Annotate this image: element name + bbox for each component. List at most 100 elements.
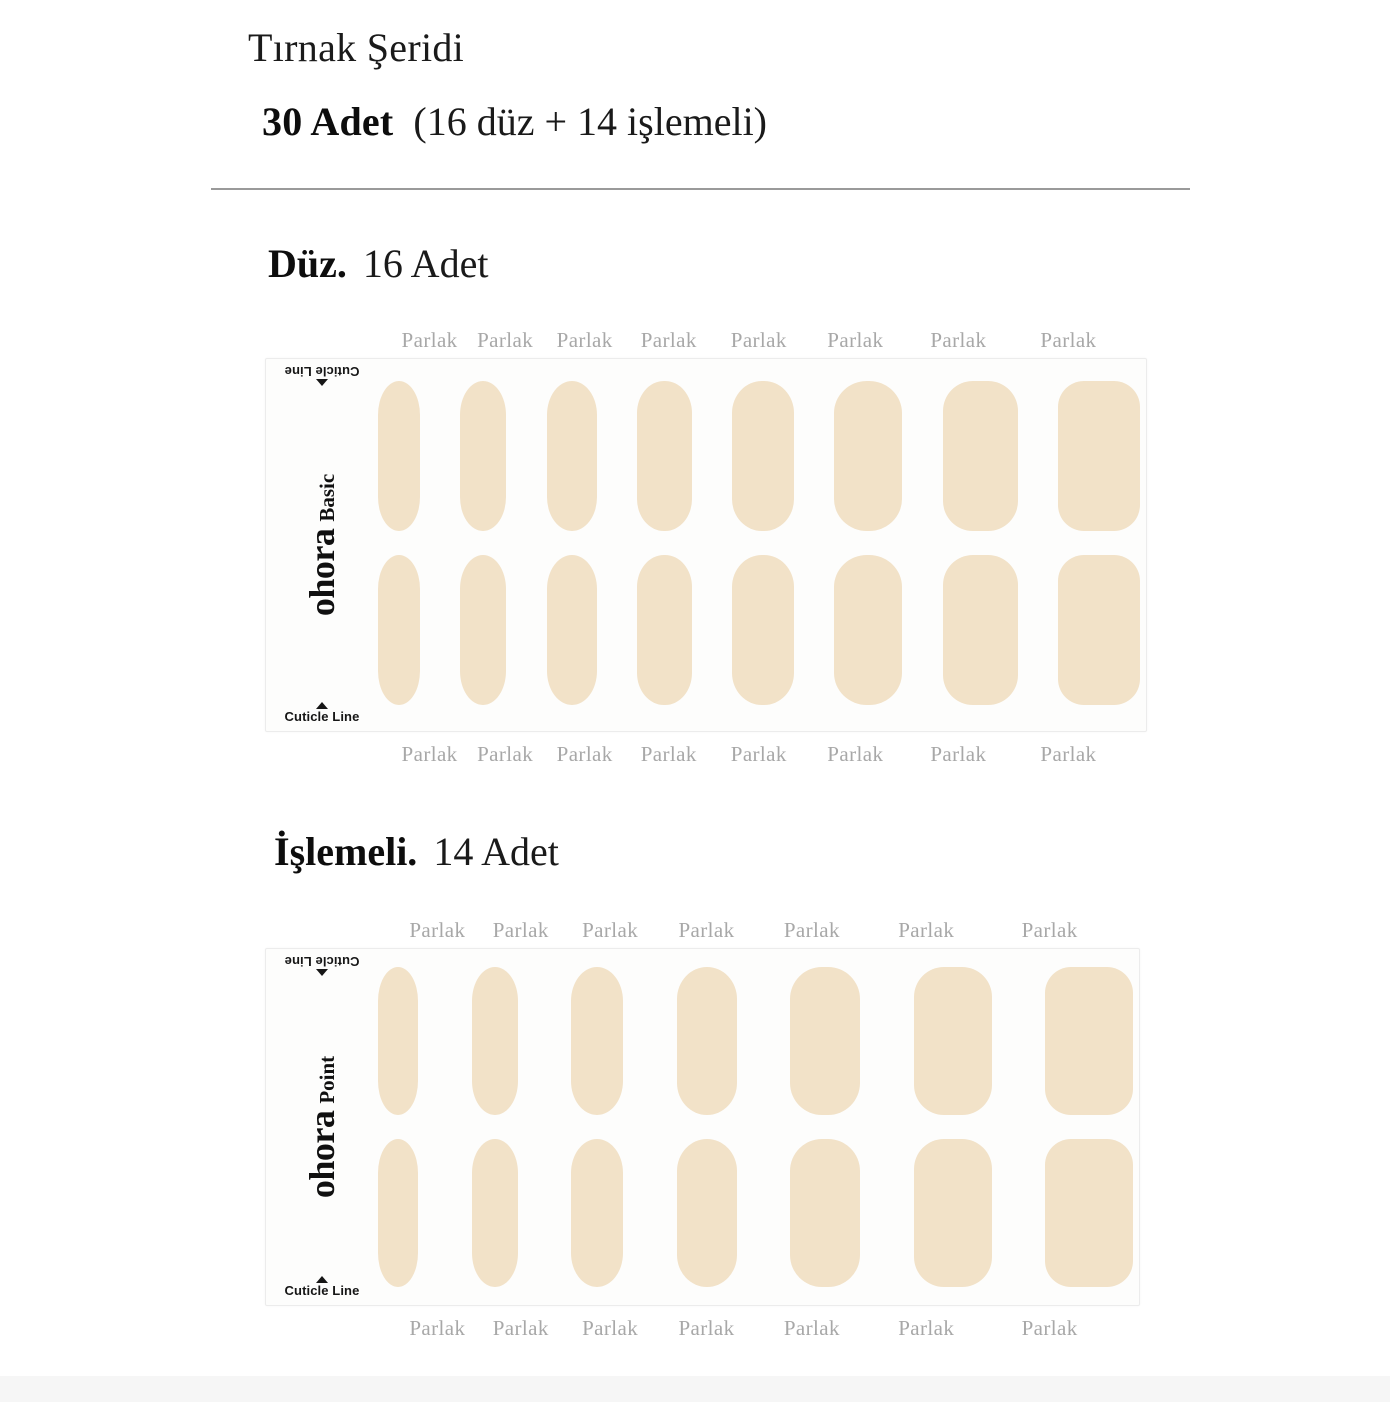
nail-sticker bbox=[471, 967, 518, 1115]
section-name-islemeli: İşlemeli. bbox=[274, 829, 418, 874]
count-summary: 30 Adet (16 düz + 14 işlemeli) bbox=[262, 98, 767, 145]
finish-label: Parlak bbox=[409, 918, 466, 942]
header-divider bbox=[211, 188, 1190, 190]
nail-sticker bbox=[942, 381, 1018, 531]
nail-sticker bbox=[732, 555, 795, 705]
finish-label: Parlak bbox=[1040, 328, 1097, 352]
nail-sticker bbox=[1057, 555, 1140, 705]
nail-sticker bbox=[834, 381, 903, 531]
nail-sticker bbox=[913, 1139, 992, 1287]
finish-label: Parlak bbox=[409, 1316, 466, 1340]
nail-sticker bbox=[460, 381, 507, 531]
total-count-label: 30 Adet bbox=[262, 99, 394, 144]
cuticle-marker-bottom-basic: Cuticle Line bbox=[274, 702, 370, 723]
cuticle-arrow-top-icon bbox=[316, 379, 328, 386]
finish-label: Parlak bbox=[730, 742, 787, 766]
nail-sticker bbox=[942, 555, 1018, 705]
section-name-duz: Düz. bbox=[268, 241, 347, 286]
finish-label: Parlak bbox=[477, 742, 534, 766]
nail-sticker bbox=[913, 967, 992, 1115]
nail-sticker bbox=[1045, 967, 1133, 1115]
nail-sticker bbox=[546, 555, 597, 705]
nail-sticker bbox=[546, 381, 597, 531]
finish-labels-top-basic: Parlak Parlak Parlak Parlak Parlak Parlak Parl… bbox=[265, 326, 1147, 358]
finish-label: Parlak bbox=[898, 1316, 955, 1340]
nail-grid-point bbox=[378, 949, 1133, 1305]
brand-column-basic: Cuticle Line ohora Basic Cuticle Line bbox=[266, 359, 378, 731]
nail-row bbox=[378, 1139, 1133, 1287]
finish-label: Parlak bbox=[1021, 1316, 1078, 1340]
cuticle-line-label-bottom: Cuticle Line bbox=[284, 709, 360, 724]
nail-sticker bbox=[471, 1139, 518, 1287]
finish-label: Parlak bbox=[1040, 742, 1097, 766]
nail-sticker bbox=[834, 555, 903, 705]
brand-name-text: ohora bbox=[302, 1110, 342, 1199]
section-heading-duz: Düz. 16 Adet bbox=[268, 240, 488, 287]
finish-label: Parlak bbox=[556, 742, 613, 766]
count-breakdown-label: (16 düz + 14 işlemeli) bbox=[413, 99, 767, 144]
page-title: Tırnak Şeridi bbox=[248, 25, 465, 70]
nail-sticker bbox=[636, 555, 692, 705]
cuticle-marker-top-basic: Cuticle Line bbox=[274, 364, 370, 386]
nail-grid-basic bbox=[378, 359, 1140, 731]
nail-row bbox=[378, 555, 1140, 705]
finish-label: Parlak bbox=[582, 918, 639, 942]
finish-label: Parlak bbox=[930, 328, 987, 352]
finish-label: Parlak bbox=[401, 328, 458, 352]
finish-label: Parlak bbox=[678, 1316, 735, 1340]
cuticle-marker-top-point: Cuticle Line bbox=[274, 954, 370, 976]
section-qty-islemeli: 14 Adet bbox=[433, 829, 559, 874]
nail-sticker bbox=[571, 1139, 623, 1287]
finish-label: Parlak bbox=[492, 1316, 549, 1340]
strip-sheet-point: Cuticle Line ohora Point Cuticle Line bbox=[265, 948, 1140, 1306]
cuticle-arrow-top-icon bbox=[316, 969, 328, 976]
brand-line-text: Basic bbox=[315, 473, 339, 522]
section-heading-islemeli: İşlemeli. 14 Adet bbox=[274, 828, 559, 875]
section-qty-duz: 16 Adet bbox=[362, 241, 489, 286]
page-footer-band bbox=[0, 1376, 1390, 1402]
nail-strip-basic: Parlak Parlak Parlak Parlak Parlak Parlak Parl… bbox=[265, 326, 1147, 766]
nail-sticker bbox=[790, 967, 860, 1115]
finish-label: Parlak bbox=[1021, 918, 1078, 942]
finish-label: Parlak bbox=[556, 328, 613, 352]
brand-column-point: Cuticle Line ohora Point Cuticle Line bbox=[266, 949, 378, 1305]
finish-label: Parlak bbox=[783, 918, 840, 942]
finish-label: Parlak bbox=[730, 328, 787, 352]
nail-sticker bbox=[378, 967, 418, 1115]
finish-label: Parlak bbox=[783, 1316, 840, 1340]
finish-label: Parlak bbox=[477, 328, 534, 352]
nail-sticker bbox=[636, 381, 692, 531]
nail-sticker bbox=[378, 381, 420, 531]
finish-label: Parlak bbox=[640, 742, 697, 766]
nail-sticker bbox=[790, 1139, 860, 1287]
cuticle-marker-bottom-point: Cuticle Line bbox=[274, 1276, 370, 1297]
finish-label: Parlak bbox=[640, 328, 697, 352]
finish-label: Parlak bbox=[492, 918, 549, 942]
finish-label: Parlak bbox=[401, 742, 458, 766]
finish-labels-bottom-point: Parlak Parlak Parlak Parlak Parlak Parlak Parl… bbox=[265, 1306, 1140, 1340]
brand-line-text: Point bbox=[315, 1055, 339, 1104]
finish-label: Parlak bbox=[678, 918, 735, 942]
nail-sticker bbox=[676, 967, 737, 1115]
cuticle-line-label-top: Cuticle Line bbox=[284, 954, 360, 969]
nail-sticker bbox=[460, 555, 507, 705]
brand-logo-basic: ohora Basic bbox=[302, 473, 342, 617]
nail-sticker bbox=[378, 1139, 418, 1287]
cuticle-arrow-bottom-icon bbox=[316, 702, 328, 709]
cuticle-line-label-top: Cuticle Line bbox=[284, 364, 360, 379]
strip-sheet-basic: Cuticle Line ohora Basic Cuticle Line bbox=[265, 358, 1147, 732]
finish-label: Parlak bbox=[898, 918, 955, 942]
brand-name-text: ohora bbox=[302, 528, 342, 617]
nail-row bbox=[378, 381, 1140, 531]
brand-logo-point: ohora Point bbox=[302, 1055, 342, 1199]
nail-strip-point: Parlak Parlak Parlak Parlak Parlak Parlak Parl… bbox=[265, 916, 1140, 1340]
nail-row bbox=[378, 967, 1133, 1115]
nail-sticker bbox=[1057, 381, 1140, 531]
nail-sticker bbox=[1045, 1139, 1133, 1287]
finish-label: Parlak bbox=[827, 328, 884, 352]
nail-sticker bbox=[732, 381, 795, 531]
nail-sticker bbox=[676, 1139, 737, 1287]
nail-sticker bbox=[571, 967, 623, 1115]
cuticle-arrow-bottom-icon bbox=[316, 1276, 328, 1283]
